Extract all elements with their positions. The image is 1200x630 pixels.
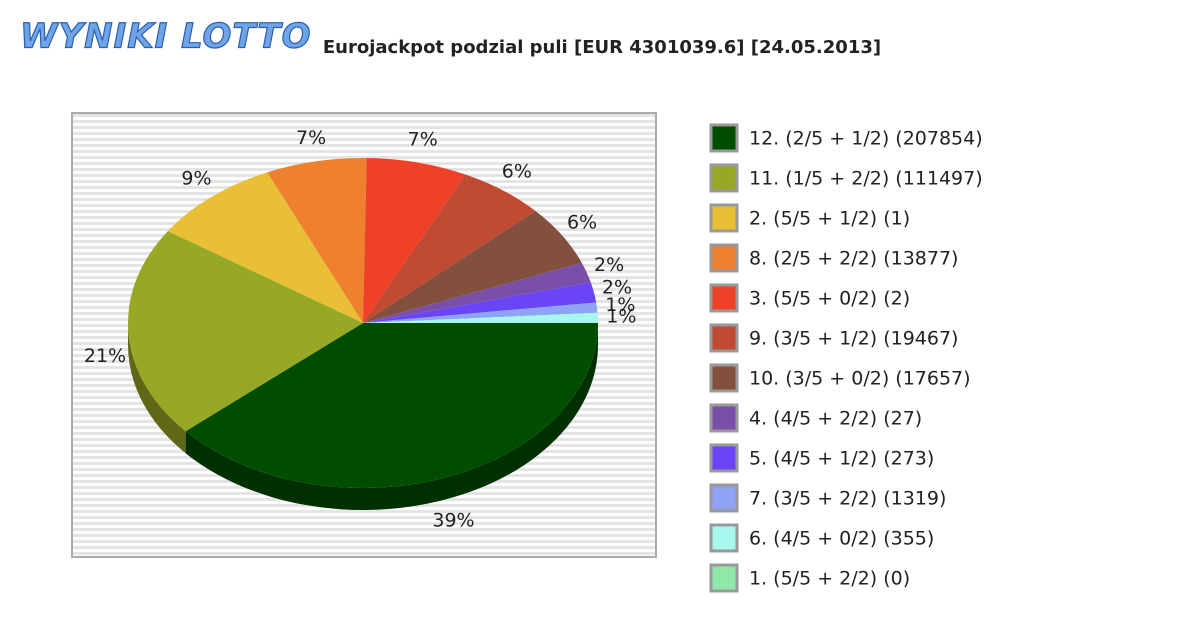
- data-label: 9%: [181, 168, 211, 190]
- legend-label: 10. (3/5 + 0/2) (17657): [749, 368, 971, 390]
- data-label: 2%: [594, 254, 624, 276]
- pie: 39%21%9%7% 7%6%6%2%2%1%1%: [84, 127, 637, 531]
- legend-label: 1. (5/5 + 2/2) (0): [749, 568, 910, 590]
- data-label: 39%: [432, 510, 474, 532]
- slice: [363, 312, 598, 323]
- slice: [363, 262, 591, 323]
- legend-label: 9. (3/5 + 1/2) (19467): [749, 328, 958, 350]
- data-label: 6%: [502, 160, 532, 182]
- slice: [185, 323, 598, 488]
- legend: 12. (2/5 + 1/2) (207854) 11. (1/5 + 2/2) …: [709, 123, 983, 593]
- legend-swatch: [709, 123, 739, 153]
- legend-swatch: [709, 443, 739, 473]
- legend-label: 6. (4/5 + 0/2) (355): [749, 528, 934, 550]
- legend-label: 11. (1/5 + 2/2) (111497): [749, 168, 983, 190]
- legend-swatch: [709, 523, 739, 553]
- slice-side: [128, 323, 186, 454]
- legend-label: 2. (5/5 + 1/2) (1): [749, 208, 910, 230]
- legend-swatch: [709, 203, 739, 233]
- slice: [363, 210, 582, 323]
- legend-label: 8. (2/5 + 2/2) (13877): [749, 248, 958, 270]
- data-label: 1%: [606, 306, 636, 328]
- data-label: 1%: [605, 294, 635, 316]
- data-label: 2%: [602, 277, 632, 299]
- legend-label: 5. (4/5 + 1/2) (273): [749, 448, 934, 470]
- logo: WYNIKI LOTTO: [20, 17, 312, 57]
- legend-label: 3. (5/5 + 0/2) (2): [749, 288, 910, 310]
- data-label: 7%: [296, 127, 326, 149]
- legend-swatch: [709, 403, 739, 433]
- legend-swatch: [709, 563, 739, 593]
- slice-side: [185, 323, 598, 510]
- slice: [167, 172, 363, 323]
- legend-swatch: [709, 323, 739, 353]
- slice: [363, 158, 466, 323]
- legend-swatch: [709, 243, 739, 273]
- legend-swatch: [709, 163, 739, 193]
- slice: [267, 158, 367, 323]
- chart-title: Eurojackpot podzial puli [EUR 4301039.6]…: [323, 37, 881, 58]
- slice: [363, 174, 536, 323]
- data-label: 6%: [567, 212, 597, 234]
- legend-swatch: [709, 363, 739, 393]
- data-label: 7%: [408, 128, 438, 150]
- legend-label: 12. (2/5 + 1/2) (207854): [749, 128, 983, 150]
- slice: [127, 231, 364, 432]
- slice: [363, 302, 598, 323]
- legend-swatch: [709, 283, 739, 313]
- legend-label: 7. (3/5 + 2/2) (1319): [749, 488, 946, 510]
- legend-swatch: [709, 483, 739, 513]
- data-label: 21%: [84, 345, 126, 367]
- legend-label: 4. (4/5 + 2/2) (27): [749, 408, 922, 430]
- slice: [363, 282, 597, 323]
